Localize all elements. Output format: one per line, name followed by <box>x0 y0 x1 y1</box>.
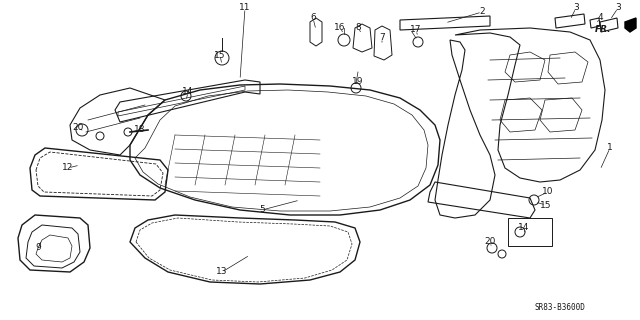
Text: 3: 3 <box>573 4 579 12</box>
Text: 3: 3 <box>615 4 621 12</box>
Text: 20: 20 <box>484 237 496 246</box>
Text: 9: 9 <box>35 244 41 252</box>
Text: 15: 15 <box>540 201 552 210</box>
Text: SR83-B3600D: SR83-B3600D <box>534 303 586 313</box>
Bar <box>508 218 552 246</box>
Text: 16: 16 <box>334 23 346 33</box>
Text: 14: 14 <box>182 87 194 97</box>
Text: 6: 6 <box>310 13 316 22</box>
Text: 1: 1 <box>607 143 613 153</box>
Text: 17: 17 <box>410 26 422 35</box>
Text: 7: 7 <box>379 34 385 43</box>
Text: 4: 4 <box>597 13 603 22</box>
Text: 18: 18 <box>134 125 146 134</box>
Text: 8: 8 <box>355 23 361 33</box>
Text: 12: 12 <box>62 164 74 172</box>
Text: 19: 19 <box>352 77 364 86</box>
Text: 20: 20 <box>72 124 84 132</box>
Text: 14: 14 <box>518 223 530 233</box>
Text: 13: 13 <box>216 268 228 276</box>
Text: FR.: FR. <box>595 26 611 35</box>
Text: 15: 15 <box>214 51 226 60</box>
Text: 11: 11 <box>239 4 251 12</box>
Text: 10: 10 <box>542 188 554 196</box>
Text: 5: 5 <box>259 205 265 214</box>
Polygon shape <box>625 18 636 32</box>
Text: 2: 2 <box>479 7 485 17</box>
